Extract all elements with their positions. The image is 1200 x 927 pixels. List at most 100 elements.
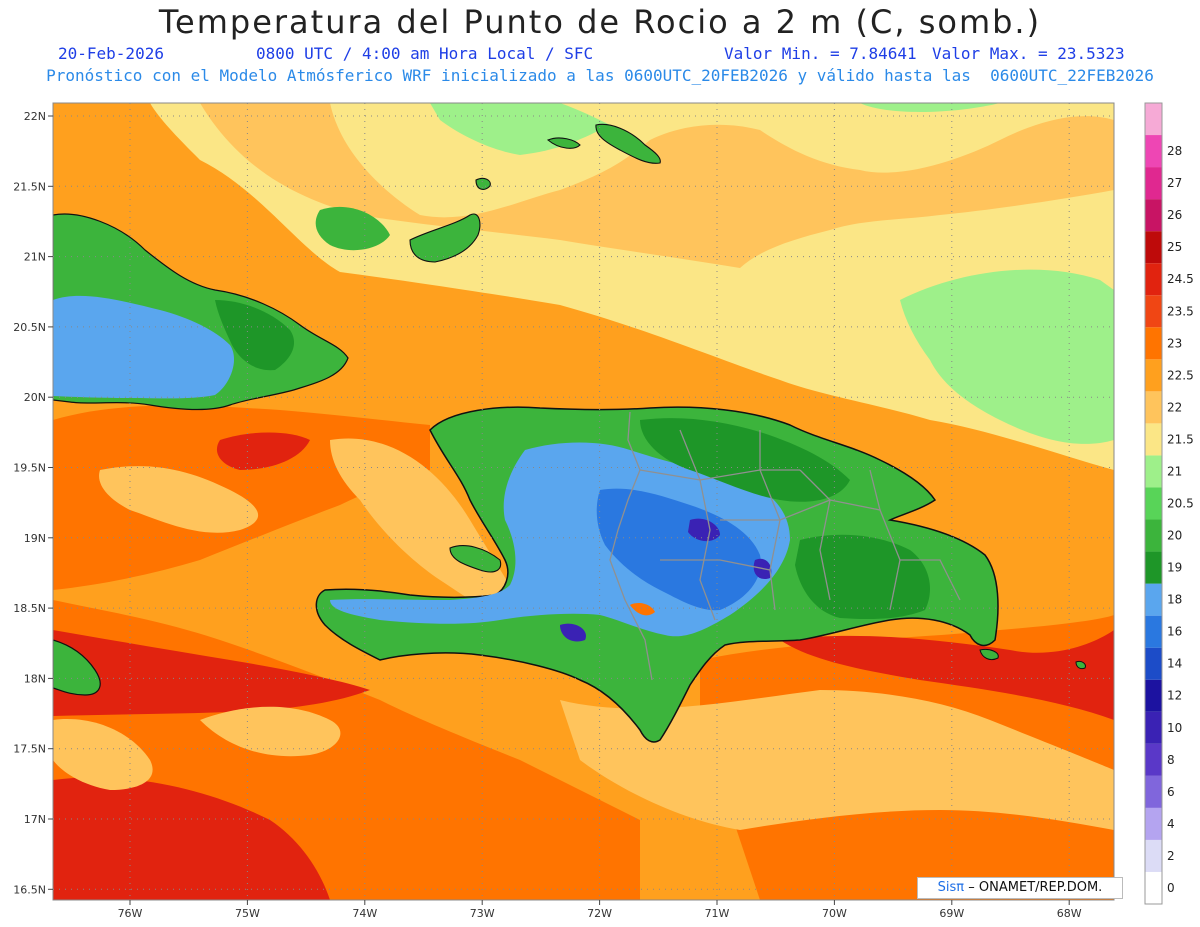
colorbar-swatch xyxy=(1145,839,1162,872)
colorbar-swatch xyxy=(1145,103,1162,136)
colorbar-label: 23 xyxy=(1167,336,1182,350)
ocean-channel-lightorange xyxy=(330,438,540,640)
colorbar-swatch xyxy=(1145,199,1162,232)
forecast-date: 20-Feb-2026 xyxy=(58,44,164,63)
colorbar-label: 0 xyxy=(1167,881,1175,895)
colorbar-swatch xyxy=(1145,807,1162,840)
value-min: Valor Min. = 7.84641 xyxy=(724,44,917,63)
value-max: Valor Max. = 23.5323 xyxy=(932,44,1125,63)
grid-lines xyxy=(53,103,1114,900)
inagua-green xyxy=(315,206,390,251)
lon-label: 71W xyxy=(705,907,730,920)
colorbar-swatch xyxy=(1145,647,1162,680)
colorbar-swatch xyxy=(1145,487,1162,520)
lat-label: 17.5N xyxy=(13,743,46,756)
ocean-south-red-2 xyxy=(53,630,370,716)
map-title: Temperatura del Punto de Rocio a 2 m (C,… xyxy=(158,3,1042,41)
colorbar-label: 27 xyxy=(1167,176,1182,190)
ocean-west-lightorange xyxy=(53,719,153,790)
ocean-northeast-strip xyxy=(860,103,1000,112)
colorbar-swatch xyxy=(1145,551,1162,584)
colorbar-swatch xyxy=(1145,615,1162,648)
ocean-south-lightorange xyxy=(200,706,341,757)
colorbar-swatch xyxy=(1145,327,1162,360)
colorbar-swatch xyxy=(1145,263,1162,296)
sispi-logo: Sisπ xyxy=(937,880,965,895)
colorbar-swatch xyxy=(1145,743,1162,776)
colorbar-swatch xyxy=(1145,679,1162,712)
saona-island xyxy=(979,649,999,661)
ocean-south-east-red xyxy=(780,630,1114,720)
lon-label: 70W xyxy=(822,907,847,920)
colorbar-label: 25 xyxy=(1167,240,1182,254)
lon-label: 73W xyxy=(470,907,495,920)
lon-label: 68W xyxy=(1057,907,1082,920)
map-field xyxy=(53,103,1114,900)
forecast-time: 0800 UTC / 4:00 am Hora Local / SFC xyxy=(256,44,594,63)
colorbar-label: 21.5 xyxy=(1167,432,1194,446)
lat-label: 21N xyxy=(24,251,46,264)
colorbar-label: 2 xyxy=(1167,849,1175,863)
cuba-east xyxy=(53,639,101,696)
colorbar-label: 20 xyxy=(1167,529,1182,543)
inagua-island xyxy=(546,137,581,149)
colorbar-label: 20.5 xyxy=(1167,497,1194,511)
turks-caicos xyxy=(595,123,661,164)
colorbar-swatch xyxy=(1145,455,1162,488)
lat-label: 19N xyxy=(24,532,46,545)
colorbar-label: 23.5 xyxy=(1167,304,1194,318)
ocean-redstrip-2 xyxy=(216,432,310,470)
plot-frame xyxy=(52,102,1115,901)
hispaniola-darkblue xyxy=(596,488,761,611)
bahamas-island-2 xyxy=(475,177,491,190)
hispaniola-east-green xyxy=(795,534,930,620)
lat-label: 20N xyxy=(24,391,46,404)
colorbar-swatch xyxy=(1145,775,1162,808)
lat-label: 18N xyxy=(24,672,46,685)
lat-label: 16.5N xyxy=(13,883,46,896)
colorbar-frame xyxy=(1144,102,1163,905)
enriquillo-lake xyxy=(630,602,655,616)
forecast-description: Pronóstico con el Modelo Atmósferico WRF… xyxy=(46,66,1154,85)
lon-label: 69W xyxy=(939,907,964,920)
colorbar-swatch xyxy=(1145,519,1162,552)
mona-island xyxy=(1075,661,1086,670)
colorbar-label: 26 xyxy=(1167,208,1182,222)
lat-label: 21.5N xyxy=(13,180,46,193)
colorbar-label: 21 xyxy=(1167,464,1182,478)
longitude-axis: 76W 75W 74W 73W 72W 71W 70W 69W 68W xyxy=(118,900,1082,920)
colorbar-label: 6 xyxy=(1167,785,1175,799)
cuba-blue xyxy=(53,295,235,399)
lat-label: 19.5N xyxy=(13,462,46,475)
colorbar-label: 18 xyxy=(1167,593,1182,607)
colorbar-swatch xyxy=(1145,583,1162,616)
ocean-north-lightorange xyxy=(200,103,1114,268)
lat-label: 20.5N xyxy=(13,321,46,334)
colorbar-legend: 0 2 4 6 8 10 12 14 16 18 19 20 20.5 21 21.5 22 22.5 23 23.… xyxy=(1144,102,1194,905)
hispaniola-navy-3 xyxy=(560,623,586,642)
colorbar-swatch xyxy=(1145,167,1162,200)
credit-text: – ONAMET/REP.DOM. xyxy=(968,880,1103,895)
cuba-darkgreen xyxy=(215,300,295,371)
ocean-mid-lightorange xyxy=(99,466,259,533)
ocean-southeast-lightorange xyxy=(560,690,1114,830)
lon-label: 75W xyxy=(235,907,260,920)
colorbar-swatch xyxy=(1145,135,1162,168)
lat-label: 22N xyxy=(24,110,46,123)
colorbar-label: 24.5 xyxy=(1167,272,1194,286)
colorbar-label: 12 xyxy=(1167,689,1182,703)
colorbar-swatch xyxy=(1145,359,1162,392)
colorbar-label: 14 xyxy=(1167,657,1182,671)
latitude-axis: 22N 21.5N 21N 20.5N 20N 19.5N 19N 18.5N 18N 17.5N… xyxy=(13,110,53,896)
colorbar-label: 22 xyxy=(1167,400,1182,414)
bahamas-island-1 xyxy=(409,213,481,263)
colorbar-swatch xyxy=(1145,711,1162,744)
lat-label: 17N xyxy=(24,813,46,826)
hispaniola-darkgreen xyxy=(640,418,850,502)
ocean-south-red-3 xyxy=(53,777,330,900)
colorbar-label: 8 xyxy=(1167,753,1175,767)
hispaniola-navy-1 xyxy=(688,518,720,542)
lon-label: 76W xyxy=(118,907,143,920)
colorbar-swatch xyxy=(1145,231,1162,264)
